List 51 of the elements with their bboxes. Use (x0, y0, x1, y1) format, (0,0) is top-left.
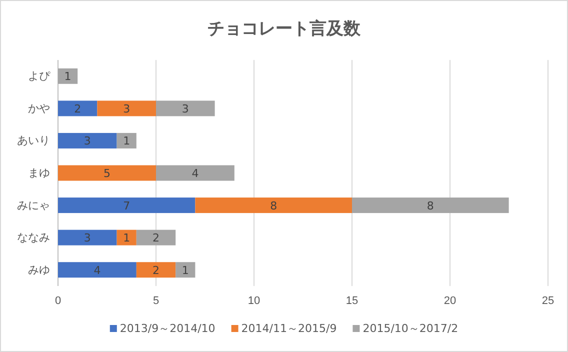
data-label: 3 (182, 102, 189, 116)
x-tick-label: 10 (248, 294, 260, 307)
bar (136, 230, 176, 246)
data-label: 8 (270, 199, 278, 212)
legend-label: 2013/9～2014/10 (120, 322, 216, 335)
bar (58, 100, 98, 116)
data-label: 8 (426, 199, 434, 212)
data-label: 4 (192, 167, 199, 180)
bar (97, 100, 156, 116)
bar (195, 198, 352, 214)
x-tick-label: 15 (346, 294, 358, 307)
data-label: 5 (104, 167, 110, 180)
bar (58, 198, 196, 214)
data-label: 3 (84, 134, 91, 148)
bar (176, 262, 196, 278)
y-tick-label: ななみ (17, 232, 50, 244)
legend-label: 2015/10～2017/2 (362, 322, 458, 335)
x-tick-label: 20 (444, 294, 456, 307)
data-label: 3 (123, 102, 130, 116)
bar (58, 165, 156, 181)
bar (352, 198, 509, 214)
x-tick-label: 0 (54, 294, 62, 307)
bar (58, 132, 117, 148)
data-label: 7 (123, 199, 130, 212)
bar (156, 165, 234, 181)
data-label: 2 (152, 232, 160, 245)
data-label: 4 (94, 264, 101, 277)
bar (156, 100, 215, 116)
legend-label: 2014/11～2015/9 (241, 322, 337, 335)
data-label: 1 (123, 232, 130, 245)
bar (58, 68, 78, 84)
chart-title: チョコレート言及数 (208, 19, 362, 39)
data-label: 1 (182, 264, 189, 277)
bar (58, 230, 117, 246)
data-label: 3 (84, 232, 91, 245)
bar (136, 262, 176, 278)
y-tick-label: まゆ (28, 168, 50, 180)
x-tick-label: 25 (542, 294, 554, 307)
x-tick-label: 5 (152, 294, 160, 307)
y-tick-label: よぴ (28, 70, 51, 83)
bar (58, 262, 136, 278)
bar (116, 230, 136, 246)
bar (116, 132, 136, 148)
y-tick-label: みにゃ (17, 200, 50, 212)
data-label: 2 (152, 264, 160, 277)
data-label: 2 (74, 102, 82, 116)
y-tick-label: みゆ (28, 264, 50, 276)
y-tick-label: かや (28, 102, 50, 115)
data-label: 1 (123, 134, 130, 148)
data-label: 1 (64, 70, 72, 84)
y-tick-label: あいり (17, 135, 50, 148)
